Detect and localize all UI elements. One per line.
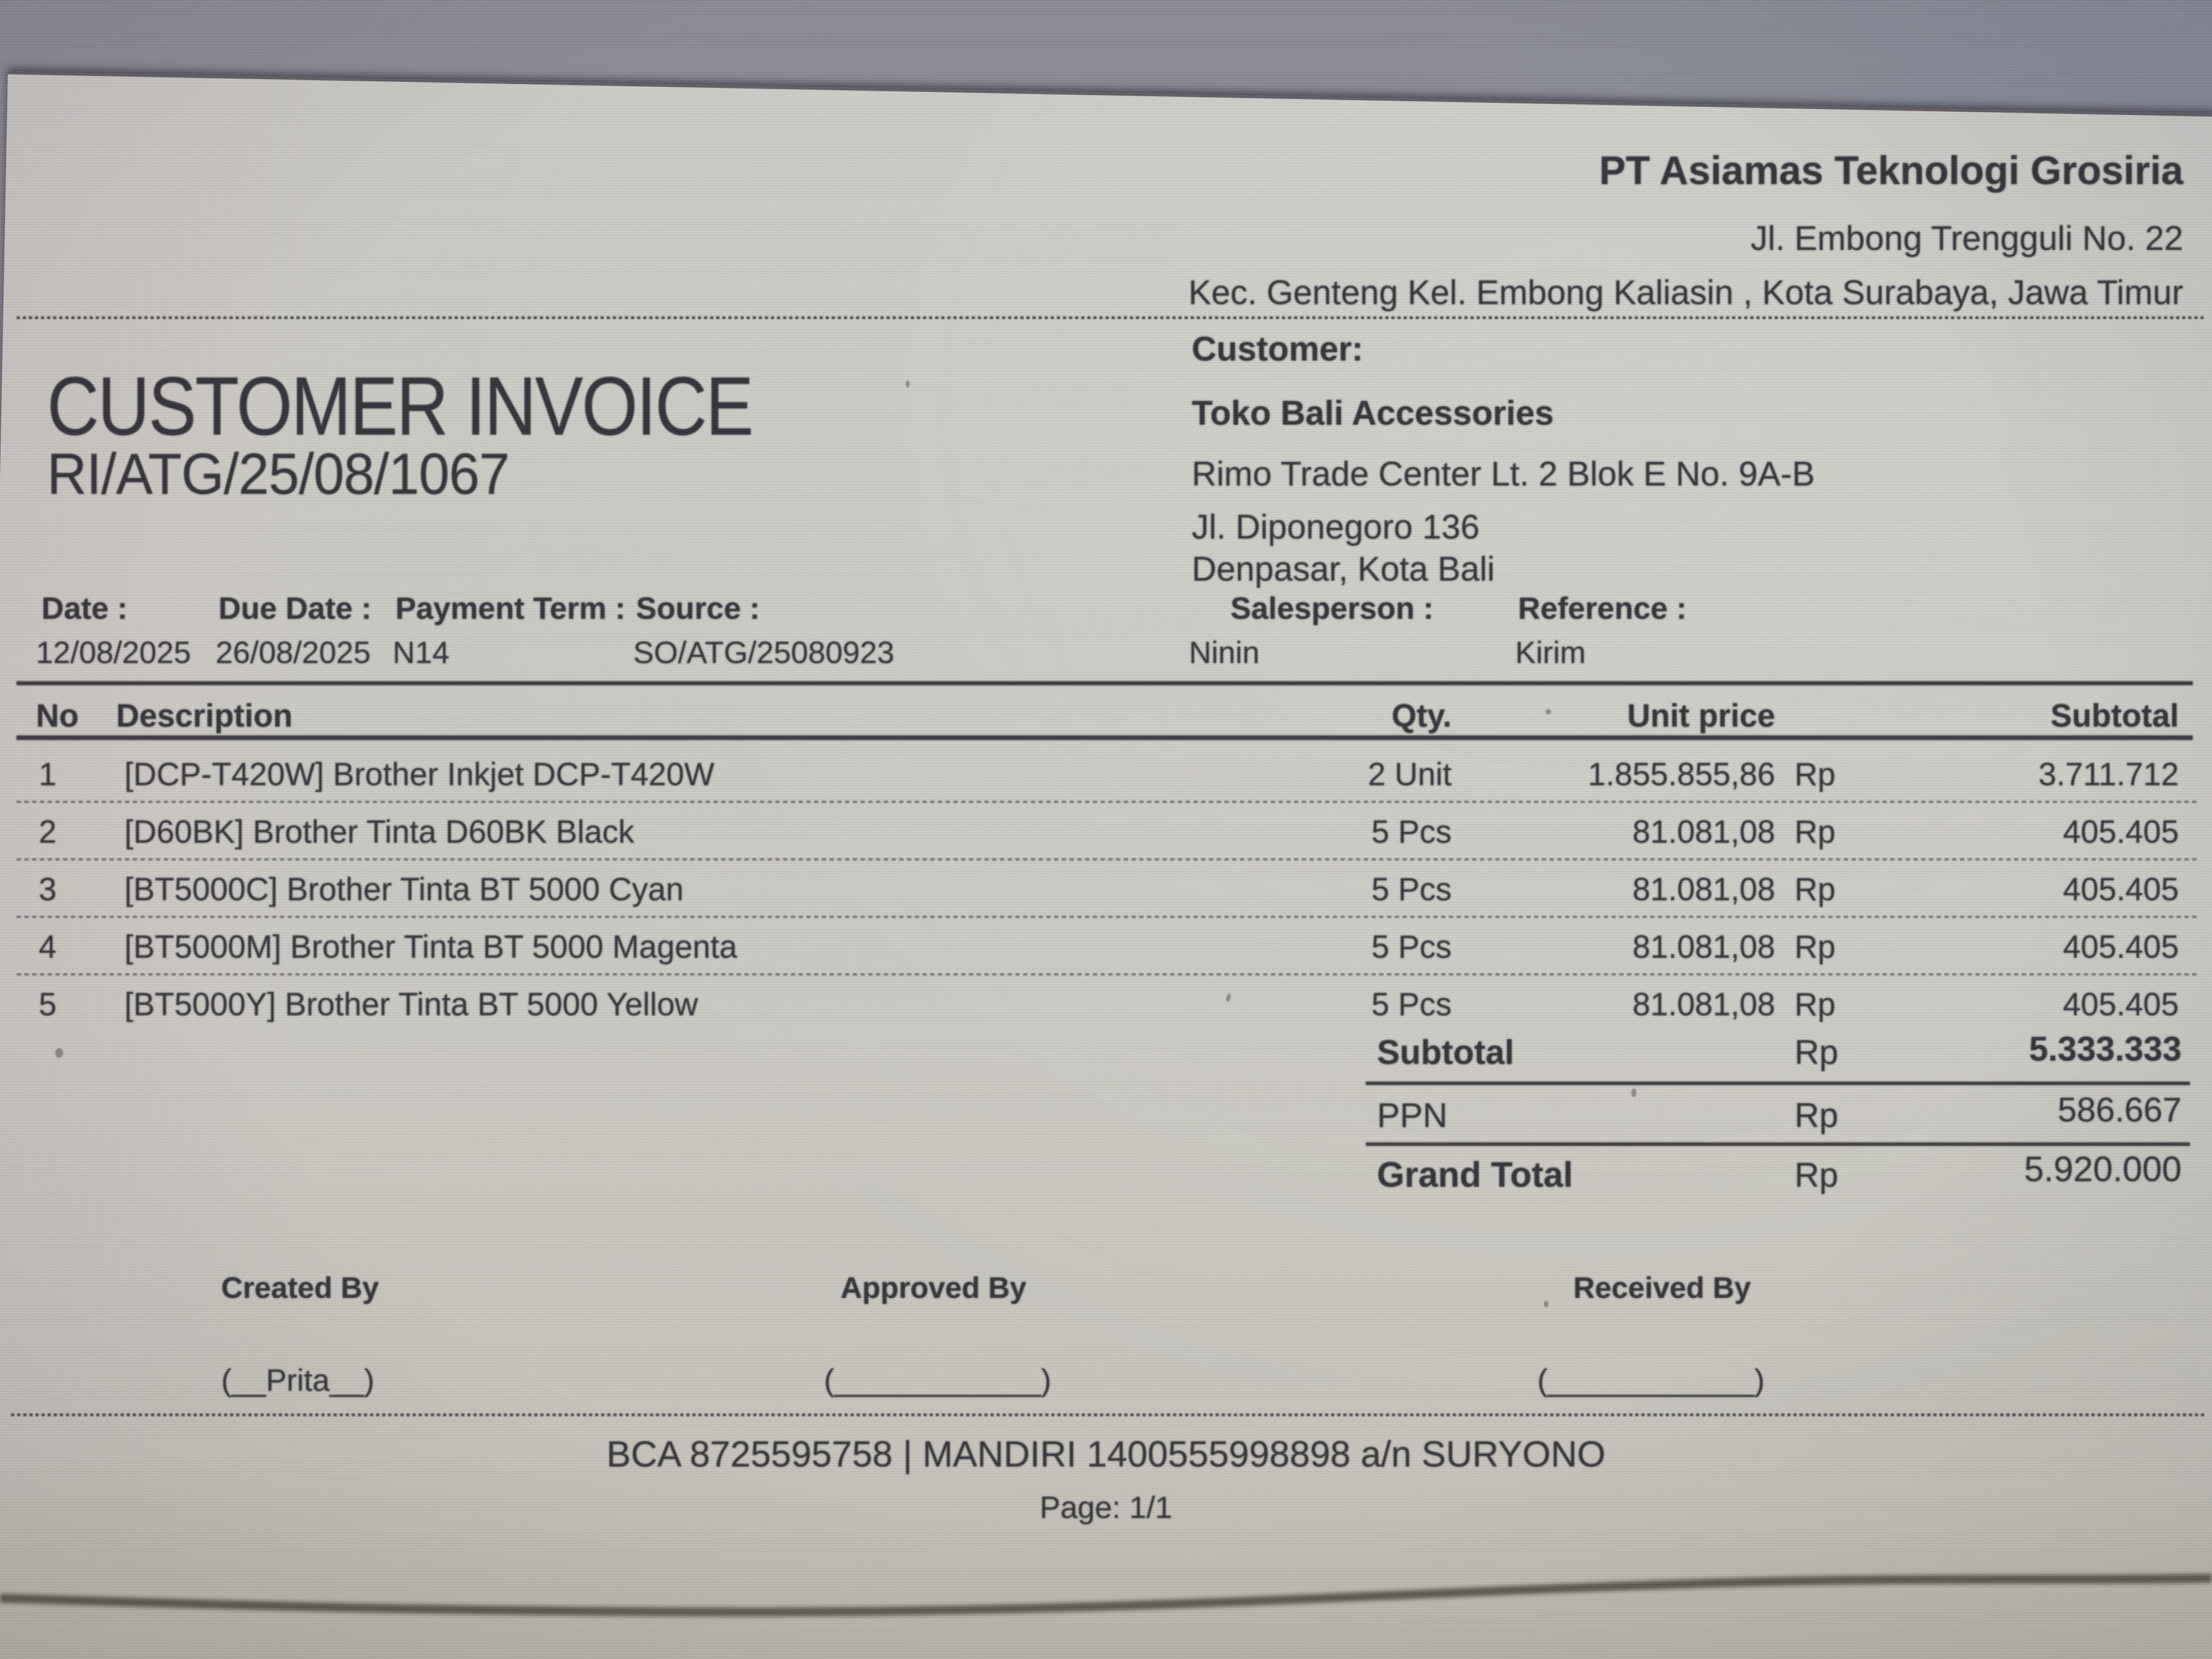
due-date-label: Due Date :: [218, 591, 372, 625]
subtotal-amount: 5.333.333: [2029, 1030, 2182, 1068]
photo-artifact: [1544, 1301, 1548, 1307]
ppn-label: PPN: [1377, 1097, 1448, 1135]
column-header-unit-price: Unit price: [1627, 698, 1776, 734]
customer-address-line3: Denpasar, Kota Bali: [1192, 550, 1495, 588]
ppn-currency: Rp: [1794, 1097, 1839, 1135]
table-header-line: [17, 735, 2193, 740]
table-top-line: [17, 681, 2193, 685]
row-qty: 5 Pcs: [1371, 929, 1452, 965]
row-separator: [17, 858, 2198, 860]
received-by-signature-line: (____________): [1537, 1363, 1765, 1397]
customer-name: Toko Bali Accessories: [1192, 394, 1554, 432]
customer-address-line2: Jl. Diponegoro 136: [1192, 508, 1480, 546]
column-header-qty: Qty.: [1391, 698, 1452, 734]
subtotal-currency: Rp: [1794, 1034, 1839, 1072]
subtotal-label: Subtotal: [1377, 1034, 1514, 1072]
row-qty: 2 Unit: [1368, 757, 1452, 792]
salesperson-label: Salesperson :: [1230, 591, 1434, 625]
row-no: 3: [39, 872, 57, 907]
photo-artifact: [1225, 993, 1232, 1003]
row-currency: Rp: [1794, 872, 1836, 907]
payment-term-label: Payment Term :: [395, 591, 625, 625]
bank-info: BCA 8725595758 | MANDIRI 1400555998898 a…: [606, 1433, 1606, 1474]
company-address-line1: Jl. Embong Trengguli No. 22: [1750, 220, 2183, 258]
row-unit-price: 1.855.855,86: [1588, 757, 1775, 792]
company-address-line2: Kec. Genteng Kel. Embong Kaliasin , Kota…: [1188, 274, 2183, 312]
photo-artifact: [1631, 1088, 1636, 1097]
customer-address-line1: Rimo Trade Center Lt. 2 Blok E No. 9A-B: [1192, 455, 1815, 493]
row-unit-price: 81.081,08: [1632, 814, 1775, 850]
reference-value: Kirim: [1515, 635, 1586, 670]
grand-total-currency: Rp: [1794, 1156, 1839, 1194]
source-label: Source :: [636, 591, 760, 625]
separator-dotted-top: [17, 316, 2206, 319]
row-subtotal: 405.405: [2063, 872, 2179, 907]
salesperson-value: Ninin: [1189, 635, 1260, 670]
row-unit-price: 81.081,08: [1632, 872, 1775, 907]
row-subtotal: 405.405: [2063, 814, 2179, 850]
row-currency: Rp: [1794, 929, 1836, 965]
customer-label: Customer:: [1192, 330, 1364, 368]
row-description: [BT5000C] Brother Tinta BT 5000 Cyan: [124, 872, 684, 907]
row-subtotal: 405.405: [2063, 987, 2179, 1022]
paper-fold-shadow: [0, 1574, 2212, 1617]
created-by-label: Created By: [221, 1271, 379, 1305]
column-header-subtotal: Subtotal: [2051, 698, 2179, 734]
photo-artifact: [55, 1048, 63, 1058]
invoice-title: CUSTOMER INVOICE: [47, 359, 754, 452]
row-subtotal: 3.711.712: [2038, 757, 2179, 792]
date-label: Date :: [41, 591, 128, 625]
grand-total-label: Grand Total: [1377, 1155, 1573, 1194]
row-unit-price: 81.081,08: [1632, 929, 1775, 965]
company-name: PT Asiamas Teknologi Grosiria: [1599, 149, 2183, 193]
page-number: Page: 1/1: [1040, 1490, 1172, 1525]
column-header-description: Description: [116, 698, 293, 734]
due-date-value: 26/08/2025: [216, 635, 371, 670]
row-separator: [17, 973, 2198, 975]
invoice-number: RI/ATG/25/08/1067: [47, 442, 510, 507]
row-description: [BT5000M] Brother Tinta BT 5000 Magenta: [124, 929, 738, 965]
row-no: 5: [39, 987, 57, 1022]
separator-dotted-bottom: [11, 1413, 2206, 1416]
photo-artifact: [1546, 709, 1551, 714]
row-unit-price: 81.081,08: [1632, 987, 1775, 1022]
approved-by-signature-line: (____________): [824, 1363, 1052, 1397]
row-currency: Rp: [1794, 987, 1836, 1022]
approved-by-label: Approved By: [841, 1271, 1027, 1305]
row-separator: [17, 801, 2198, 803]
totals-separator-line: [1366, 1142, 2190, 1146]
ppn-amount: 586.667: [2057, 1091, 2182, 1129]
row-qty: 5 Pcs: [1371, 872, 1452, 907]
row-currency: Rp: [1794, 757, 1836, 792]
row-description: [D60BK] Brother Tinta D60BK Black: [124, 814, 634, 850]
row-no: 2: [39, 814, 57, 850]
row-qty: 5 Pcs: [1371, 987, 1452, 1022]
created-by-signature-line: (__Prita__): [221, 1363, 375, 1397]
photo-artifact: [906, 380, 910, 388]
date-value: 12/08/2025: [36, 635, 191, 670]
row-subtotal: 405.405: [2063, 929, 2179, 965]
row-no: 4: [39, 929, 57, 965]
row-qty: 5 Pcs: [1371, 814, 1452, 850]
row-no: 1: [39, 757, 57, 792]
reference-label: Reference :: [1518, 591, 1687, 625]
grand-total-amount: 5.920.000: [2024, 1149, 2182, 1189]
column-header-no: No: [36, 698, 79, 734]
payment-term-value: N14: [393, 635, 450, 670]
row-separator: [17, 916, 2198, 918]
totals-separator-line: [1366, 1082, 2190, 1085]
source-value: SO/ATG/25080923: [633, 635, 895, 670]
row-description: [DCP-T420W] Brother Inkjet DCP-T420W: [124, 757, 714, 792]
received-by-label: Received By: [1573, 1271, 1751, 1305]
row-currency: Rp: [1794, 814, 1836, 850]
row-description: [BT5000Y] Brother Tinta BT 5000 Yellow: [124, 987, 698, 1022]
